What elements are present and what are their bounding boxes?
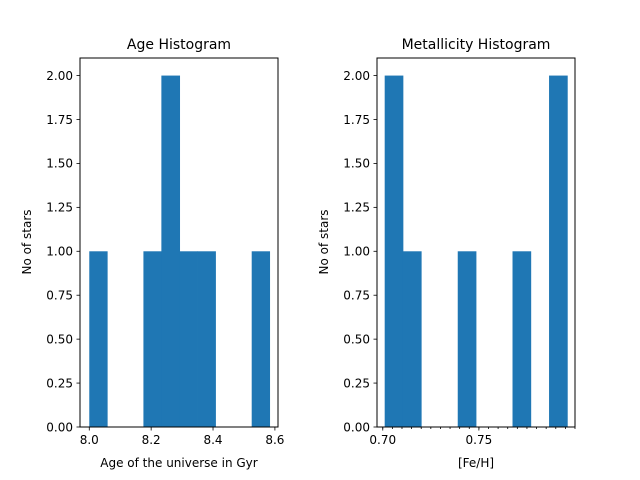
y-tick-label: 0.75 (343, 289, 370, 303)
y-tick-label: 1.75 (46, 113, 73, 127)
histogram-bars (89, 75, 271, 427)
y-tick-label: 0.25 (46, 376, 73, 390)
plot-frame (376, 57, 576, 428)
y-tick-label: 2.00 (343, 69, 370, 83)
y-tick-label: 0.25 (343, 376, 370, 390)
x-tick-label: 8.6 (265, 433, 284, 447)
y-tick-label: 1.75 (343, 113, 370, 127)
x-tick-label: 0.70 (369, 433, 396, 447)
y-axis-label: No of stars (20, 209, 34, 274)
metallicity-histogram-panel: Metallicity Histogram 0.70 0.75 0.000.250… (317, 37, 576, 470)
y-tick-label: 0.50 (46, 332, 73, 346)
y-axis-ticks: 0.00 0.25 0.50 0.75 1.00 1.25 1.50 1.75 2.00 (343, 69, 377, 434)
y-tick-label: 0.50 (343, 332, 370, 346)
histogram-bar-7 (512, 251, 532, 427)
y-tick-label: 0.00 (343, 420, 370, 434)
y-tick-label: 1.00 (343, 245, 370, 259)
histogram-bar-0 (384, 75, 404, 427)
histogram-bar-0 (89, 251, 108, 427)
histogram-bar-9 (251, 251, 271, 427)
histogram-bar-1 (402, 251, 422, 427)
y-tick-label: 1.25 (46, 201, 73, 215)
y-tick-label: 1.00 (46, 245, 73, 259)
x-axis-label: [Fe/H] (458, 456, 494, 470)
histogram-bar-4 (161, 75, 181, 427)
histogram-bar-3 (143, 251, 162, 427)
y-tick-label: 1.50 (343, 157, 370, 171)
histogram-bar-4 (457, 251, 477, 427)
x-tick-label: 8.4 (203, 433, 222, 447)
chart-title: Metallicity Histogram (402, 37, 551, 53)
y-axis-label: No of stars (317, 209, 331, 274)
x-tick-label: 8.0 (80, 433, 99, 447)
x-axis-ticks: 0.70 0.75 (369, 427, 576, 447)
plot-frame (79, 57, 279, 428)
y-tick-label: 0.00 (46, 420, 73, 434)
x-axis-ticks: 8.0 8.2 8.4 8.6 (80, 427, 284, 447)
age-histogram-panel: Age Histogram 8.0 8.2 8.4 8.6 0.000.250.500… (20, 37, 284, 470)
y-tick-label: 0.75 (46, 289, 73, 303)
y-tick-label: 2.00 (46, 69, 73, 83)
x-tick-label: 0.75 (466, 433, 493, 447)
histogram-bar-6 (197, 251, 216, 427)
histogram-bar-5 (179, 251, 198, 427)
histogram-bar-9 (549, 75, 568, 427)
x-axis-label: Age of the universe in Gyr (100, 456, 257, 470)
histogram-bars (384, 75, 568, 427)
y-tick-label: 1.25 (343, 201, 370, 215)
x-tick-label: 8.2 (142, 433, 161, 447)
y-axis-ticks: 0.00 0.25 0.50 0.75 1.00 1.25 1.50 1.75 2.00 (46, 69, 80, 434)
chart-title: Age Histogram (127, 37, 231, 53)
y-tick-label: 1.50 (46, 157, 73, 171)
